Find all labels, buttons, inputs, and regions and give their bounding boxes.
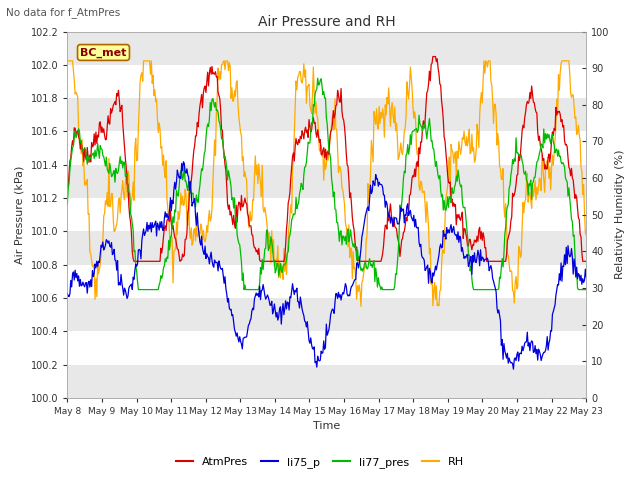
- Bar: [67, 364, 586, 398]
- Bar: [67, 165, 586, 198]
- Y-axis label: Relativity Humidity (%): Relativity Humidity (%): [615, 150, 625, 279]
- Text: No data for f_AtmPres: No data for f_AtmPres: [6, 7, 121, 18]
- Bar: [67, 32, 586, 65]
- X-axis label: Time: Time: [313, 421, 340, 432]
- Title: Air Pressure and RH: Air Pressure and RH: [258, 15, 396, 29]
- Bar: [67, 98, 586, 132]
- Legend: AtmPres, li75_p, li77_pres, RH: AtmPres, li75_p, li77_pres, RH: [172, 452, 468, 472]
- Y-axis label: Air Pressure (kPa): Air Pressure (kPa): [15, 166, 25, 264]
- Text: BC_met: BC_met: [80, 48, 127, 58]
- Bar: [67, 231, 586, 264]
- Bar: [67, 298, 586, 331]
